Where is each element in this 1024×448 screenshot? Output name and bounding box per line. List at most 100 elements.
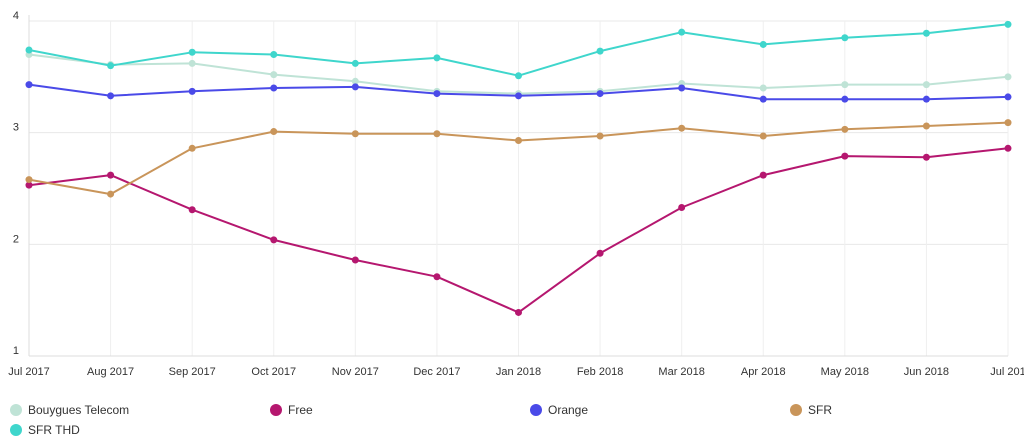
data-point-bouygues-telecom[interactable] bbox=[759, 84, 767, 92]
legend-marker-icon bbox=[10, 424, 22, 436]
data-point-sfr[interactable] bbox=[188, 144, 196, 152]
data-point-free[interactable] bbox=[596, 249, 604, 257]
x-tick-label: Jul 2017 bbox=[8, 366, 50, 378]
data-point-sfr-thd[interactable] bbox=[107, 62, 115, 70]
legend-item-sfr[interactable]: SFR bbox=[790, 402, 832, 418]
data-point-orange[interactable] bbox=[759, 95, 767, 103]
legend-label: Bouygues Telecom bbox=[28, 403, 130, 417]
data-point-free[interactable] bbox=[1004, 144, 1012, 152]
legend-item-bouygues-telecom[interactable]: Bouygues Telecom bbox=[10, 402, 129, 418]
data-point-orange[interactable] bbox=[351, 83, 359, 91]
data-point-orange[interactable] bbox=[841, 95, 849, 103]
data-point-sfr-thd[interactable] bbox=[433, 54, 441, 62]
legend: Bouygues Telecom Free Orange SFR SFR THD bbox=[0, 398, 1024, 448]
data-point-free[interactable] bbox=[270, 236, 278, 244]
data-point-sfr-thd[interactable] bbox=[1004, 20, 1012, 28]
line-chart: Jul 2017 Aug 2017 Sep 2017 Oct 2017 Nov 2017… bbox=[8, 10, 1024, 378]
data-point-free[interactable] bbox=[351, 256, 359, 264]
series-sfr bbox=[25, 119, 1012, 198]
x-tick-label: Oct 2017 bbox=[251, 366, 296, 378]
data-point-sfr-thd[interactable] bbox=[759, 40, 767, 48]
x-tick-label: Jun 2018 bbox=[904, 366, 949, 378]
data-point-sfr[interactable] bbox=[1004, 119, 1012, 127]
x-tick-label: Mar 2018 bbox=[658, 366, 704, 378]
legend-label: SFR bbox=[808, 403, 832, 417]
series-orange bbox=[25, 81, 1012, 103]
y-tick-label: 1 bbox=[13, 345, 19, 357]
data-point-sfr[interactable] bbox=[759, 132, 767, 140]
data-point-bouygues-telecom[interactable] bbox=[922, 81, 930, 89]
x-tick-label: Jan 2018 bbox=[496, 366, 541, 378]
series-group bbox=[25, 20, 1012, 316]
data-point-sfr-thd[interactable] bbox=[596, 47, 604, 55]
legend-item-sfr-thd[interactable]: SFR THD bbox=[10, 422, 80, 438]
data-point-sfr[interactable] bbox=[678, 124, 686, 132]
x-tick-label: Jul 201 bbox=[990, 366, 1024, 378]
y-tick-label: 4 bbox=[13, 10, 19, 22]
data-point-orange[interactable] bbox=[678, 84, 686, 92]
x-tick-label: May 2018 bbox=[821, 366, 869, 378]
data-point-orange[interactable] bbox=[107, 92, 115, 100]
data-point-sfr-thd[interactable] bbox=[188, 48, 196, 56]
legend-marker-icon bbox=[530, 404, 542, 416]
data-point-sfr[interactable] bbox=[841, 125, 849, 133]
x-tick-label: Aug 2017 bbox=[87, 366, 134, 378]
grid bbox=[28, 15, 1009, 357]
data-point-free[interactable] bbox=[922, 153, 930, 161]
legend-marker-icon bbox=[790, 404, 802, 416]
legend-item-free[interactable]: Free bbox=[270, 402, 313, 418]
data-point-free[interactable] bbox=[515, 308, 522, 316]
data-point-bouygues-telecom[interactable] bbox=[841, 81, 849, 89]
data-point-orange[interactable] bbox=[515, 92, 522, 100]
legend-item-orange[interactable]: Orange bbox=[530, 402, 588, 418]
data-point-free[interactable] bbox=[188, 206, 196, 214]
data-point-sfr[interactable] bbox=[107, 190, 115, 198]
data-point-sfr[interactable] bbox=[351, 130, 359, 138]
x-tick-label: Apr 2018 bbox=[741, 366, 786, 378]
data-point-orange[interactable] bbox=[188, 87, 196, 95]
data-point-free[interactable] bbox=[25, 181, 33, 189]
data-point-free[interactable] bbox=[759, 171, 767, 179]
legend-marker-icon bbox=[270, 404, 282, 416]
data-point-bouygues-telecom[interactable] bbox=[270, 71, 278, 79]
x-tick-label: Sep 2017 bbox=[169, 366, 216, 378]
data-point-free[interactable] bbox=[678, 203, 686, 211]
data-point-bouygues-telecom[interactable] bbox=[188, 59, 196, 67]
y-axis: 1 2 3 4 bbox=[13, 10, 19, 357]
x-tick-label: Feb 2018 bbox=[577, 366, 623, 378]
data-point-sfr[interactable] bbox=[433, 130, 441, 138]
data-point-sfr-thd[interactable] bbox=[25, 46, 33, 54]
data-point-sfr-thd[interactable] bbox=[270, 51, 278, 58]
data-point-orange[interactable] bbox=[1004, 93, 1012, 101]
data-point-free[interactable] bbox=[841, 152, 849, 160]
data-point-orange[interactable] bbox=[922, 95, 930, 103]
data-point-sfr[interactable] bbox=[25, 176, 33, 184]
data-point-sfr-thd[interactable] bbox=[351, 59, 359, 67]
data-point-orange[interactable] bbox=[25, 81, 33, 89]
data-point-sfr-thd[interactable] bbox=[515, 72, 522, 80]
series-free bbox=[25, 144, 1012, 316]
data-point-sfr-thd[interactable] bbox=[841, 34, 849, 42]
data-point-free[interactable] bbox=[107, 171, 115, 179]
data-point-orange[interactable] bbox=[270, 84, 278, 92]
x-tick-label: Nov 2017 bbox=[332, 366, 379, 378]
legend-label: SFR THD bbox=[28, 423, 80, 437]
data-point-bouygues-telecom[interactable] bbox=[351, 77, 359, 85]
data-point-sfr[interactable] bbox=[596, 132, 604, 140]
data-point-sfr-thd[interactable] bbox=[678, 28, 686, 36]
y-tick-label: 3 bbox=[13, 122, 19, 134]
data-point-sfr-thd[interactable] bbox=[922, 29, 930, 37]
legend-marker-icon bbox=[10, 404, 22, 416]
legend-label: Orange bbox=[548, 403, 589, 417]
data-point-orange[interactable] bbox=[596, 90, 604, 98]
x-tick-label: Dec 2017 bbox=[413, 366, 460, 378]
legend-label: Free bbox=[288, 403, 313, 417]
data-point-sfr[interactable] bbox=[515, 136, 522, 144]
x-axis: Jul 2017 Aug 2017 Sep 2017 Oct 2017 Nov 2017… bbox=[8, 366, 1024, 378]
data-point-sfr[interactable] bbox=[270, 128, 278, 136]
data-point-bouygues-telecom[interactable] bbox=[1004, 73, 1012, 81]
data-point-sfr[interactable] bbox=[922, 122, 930, 130]
data-point-free[interactable] bbox=[433, 273, 441, 281]
data-point-orange[interactable] bbox=[433, 90, 441, 98]
y-tick-label: 2 bbox=[13, 233, 19, 245]
